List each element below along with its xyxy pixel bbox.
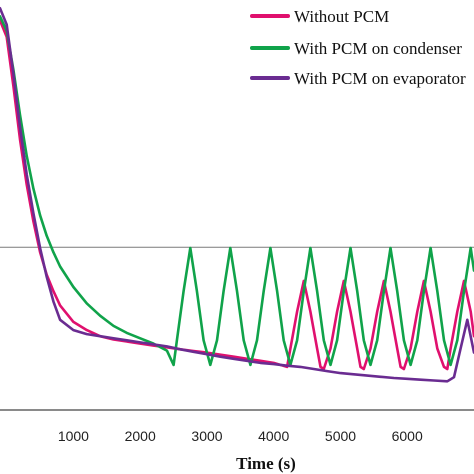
series-line-3 <box>0 6 474 383</box>
x-tick-labels: 1000 2000 3000 4000 5000 6000 <box>58 428 423 444</box>
x-tick-label: 6000 <box>392 428 423 444</box>
legend: Without PCM With PCM on condenser With PCM… <box>250 7 466 88</box>
x-tick-label: 5000 <box>325 428 356 444</box>
series-line-1 <box>0 19 474 371</box>
series-layer <box>0 6 474 383</box>
x-tick-label: 3000 <box>191 428 222 444</box>
series-line-2 <box>0 15 474 367</box>
x-axis-title: Time (s) <box>236 454 296 473</box>
legend-label-3: With PCM on evaporator <box>294 69 466 88</box>
legend-label-2: With PCM on condenser <box>294 39 462 58</box>
x-tick-label: 2000 <box>125 428 156 444</box>
legend-label-1: Without PCM <box>294 7 389 26</box>
x-tick-label: 1000 <box>58 428 89 444</box>
x-tick-label: 4000 <box>258 428 289 444</box>
